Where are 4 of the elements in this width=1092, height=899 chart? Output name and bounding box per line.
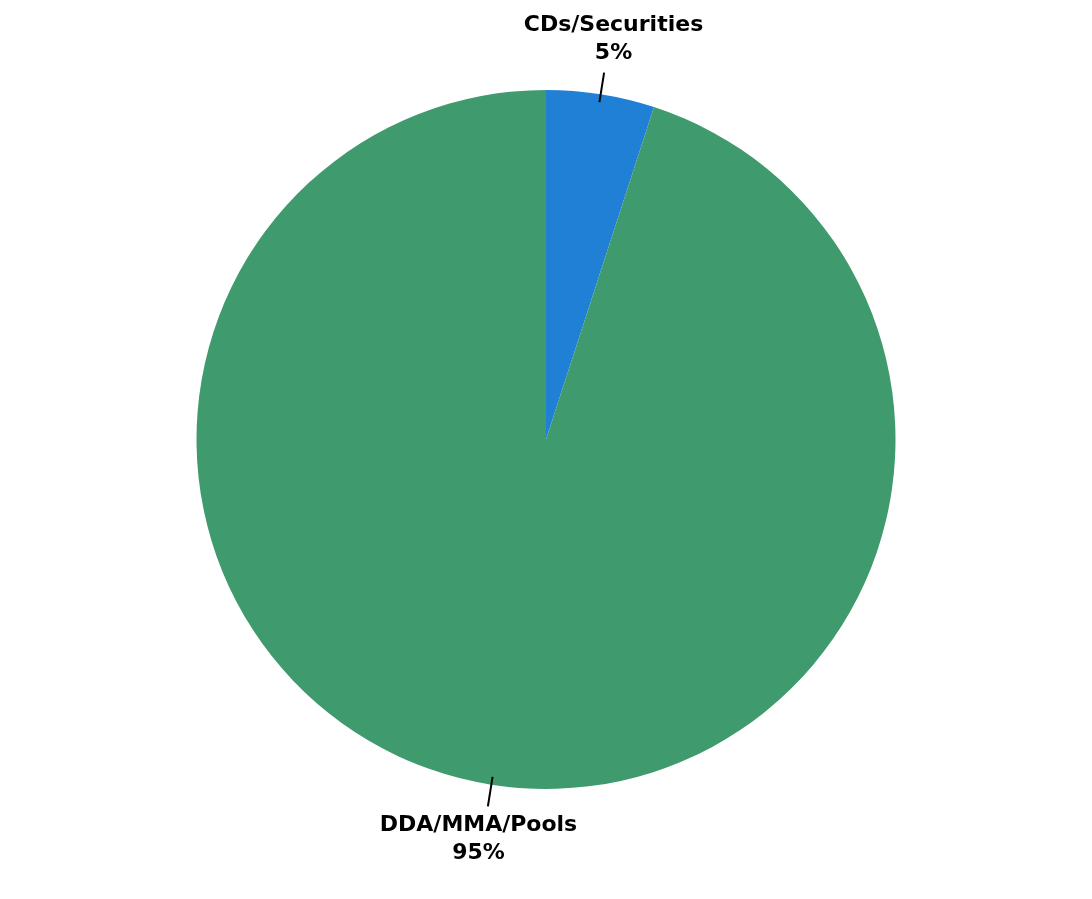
slice-label: DDA/MMA/Pools: [379, 811, 578, 837]
data-label: 5%: [594, 39, 633, 65]
data-label: 95%: [452, 839, 505, 865]
slice-label: CDs/Securities: [523, 11, 704, 37]
